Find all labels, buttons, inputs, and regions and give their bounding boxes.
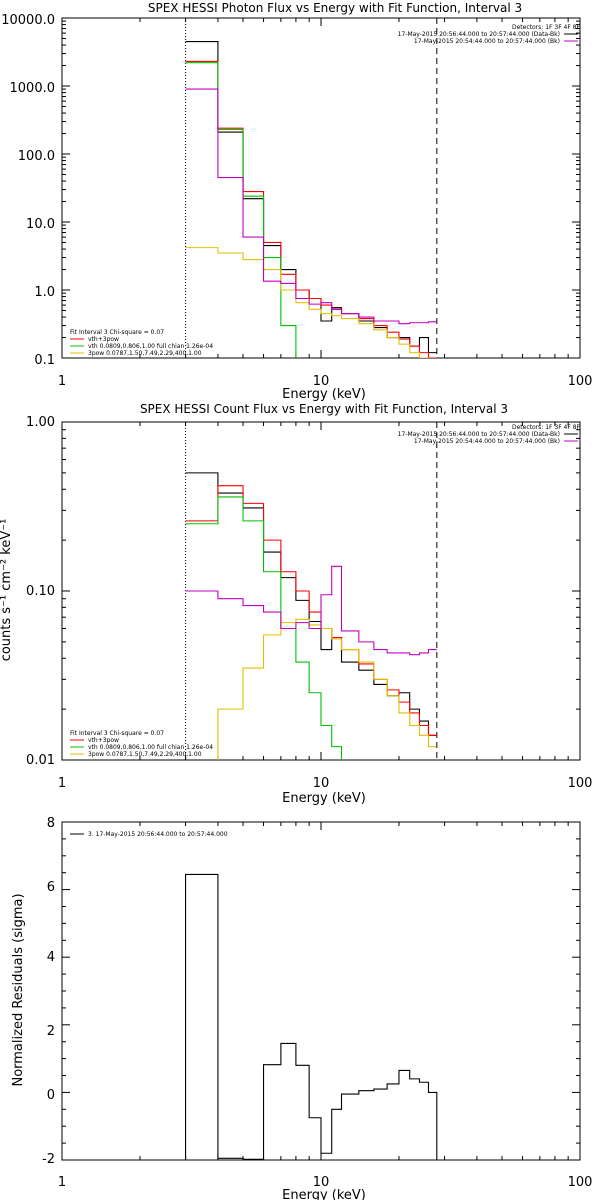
plot-3	[61, 821, 581, 1161]
y-tick-label: 100.0	[18, 149, 55, 164]
y-tick-label: 0.1	[34, 353, 55, 368]
series-line-bk	[185, 565, 437, 656]
fit-vth-label: vth 0.0809,0.806,1.00 full chian 1.26e-0…	[88, 744, 213, 751]
residuals-legend-label: 3. 17-May-2015 20:56:44.000 to 20:57:44.…	[88, 831, 228, 838]
photon-flux-xlabel: Energy (keV)	[282, 387, 366, 402]
y-tick-label: 1.0	[34, 285, 55, 300]
x-tick-label: 100	[568, 1175, 593, 1190]
fit-total-label: vth+3pow	[88, 737, 119, 744]
fit-3pow-label: 3pow 0.0787,1.50,7.49,2.29,400,1.00	[88, 751, 202, 758]
y-tick-label: 4	[47, 950, 55, 965]
y-tick-label: 10000.0	[1, 13, 55, 28]
series-line-bk	[185, 88, 437, 325]
fit-interval-text: Fit Interval 3 Chi-square = 0.07	[70, 730, 164, 737]
chart-marks	[61, 17, 581, 1161]
y-tick-label: 0.10	[26, 584, 55, 599]
count-flux-fit-text: Fit Interval 3 Chi-square = 0.07 vth+3po…	[70, 730, 213, 758]
x-tick-label: 10	[313, 1175, 330, 1190]
residuals-tick-labels: 1 10 100 -2 0 2 4 6 8	[42, 816, 592, 1190]
series-group	[185, 41, 437, 358]
count-flux-ylabel: counts s⁻¹ cm⁻² keV⁻¹	[0, 519, 14, 662]
plot-1	[61, 17, 581, 359]
photon-flux-panel: SPEX HESSI Photon Flux vs Energy with Fi…	[1, 1, 592, 402]
x-tick-label: 10	[313, 776, 330, 791]
y-tick-label: 1000.0	[10, 81, 56, 96]
fit-3pow-label: 3pow 0.0787,1.50,7.49,2.29,400,1.00	[88, 350, 202, 357]
y-tick-label: 8	[47, 816, 55, 831]
residuals-xlabel: Energy (keV)	[282, 1188, 366, 1200]
x-tick-label: 100	[568, 374, 593, 389]
photon-flux-header: Detectors: 1F 3F 4F 8F 17-May-2015 20:56…	[398, 24, 581, 45]
x-tick-label: 10	[313, 374, 330, 389]
count-flux-xlabel: Energy (keV)	[282, 791, 366, 806]
header-bk-interval: 17-May-2015 20:54:44.000 to 20:57:44.000…	[414, 38, 560, 45]
count-flux-title: SPEX HESSI Count Flux vs Energy with Fit…	[140, 402, 508, 416]
residuals-panel: 3. 17-May-2015 20:56:44.000 to 20:57:44.…	[11, 816, 592, 1200]
series-line-vth	[185, 62, 297, 358]
header-detectors: Detectors: 1F 3F 4F 8F	[512, 424, 581, 431]
y-tick-label: 6	[47, 880, 55, 895]
series-line-3-17-may-2015-20-56-44-000-to-20-57-44-000	[185, 873, 438, 1160]
fit-interval-text: Fit Interval 3 Chi-square = 0.07	[70, 329, 164, 336]
count-flux-tick-labels: 1 10 100 0.01 0.10 1.00	[26, 415, 592, 791]
y-tick-label: 0	[47, 1088, 55, 1103]
photon-flux-tick-labels: 1 10 100 0.1 1.0 10.0 100.0 1000.0 10000…	[1, 13, 592, 389]
series-group	[185, 873, 438, 1160]
count-flux-panel: SPEX HESSI Count Flux vs Energy with Fit…	[0, 402, 592, 806]
header-detectors: Detectors: 1F 3F 4F 8F	[512, 24, 581, 31]
series-line-3pow	[217, 618, 437, 760]
x-tick-label: 100	[568, 776, 593, 791]
y-tick-label: 2	[47, 1024, 55, 1039]
plot-2	[61, 421, 581, 761]
header-bk-interval: 17-May-2015 20:54:44.000 to 20:57:44.000…	[414, 438, 560, 445]
x-tick-label: 1	[58, 776, 66, 791]
y-tick-label: 0.01	[26, 753, 55, 768]
y-tick-label: 1.00	[26, 415, 55, 430]
y-tick-label: -2	[42, 1152, 55, 1167]
header-data-interval: 17-May-2015 20:56:44.000 to 20:57:44.000…	[398, 431, 560, 438]
series-line-vth	[185, 496, 343, 760]
x-tick-label: 1	[58, 1175, 66, 1190]
series-group	[185, 472, 437, 760]
fit-vth-label: vth 0.0809,0.806,1.00 full chian 1.26e-0…	[88, 343, 213, 350]
fit-total-label: vth+3pow	[88, 336, 119, 343]
residuals-ylabel: Normalized Residuals (sigma)	[11, 893, 26, 1086]
y-tick-label: 10.0	[26, 217, 55, 232]
photon-flux-fit-text: Fit Interval 3 Chi-square = 0.07 vth+3po…	[70, 329, 213, 357]
count-flux-header: Detectors: 1F 3F 4F 8F 17-May-2015 20:56…	[398, 424, 581, 445]
header-data-interval: 17-May-2015 20:56:44.000 to 20:57:44.000…	[398, 31, 560, 38]
x-tick-label: 1	[58, 374, 66, 389]
photon-flux-title: SPEX HESSI Photon Flux vs Energy with Fi…	[148, 1, 522, 15]
